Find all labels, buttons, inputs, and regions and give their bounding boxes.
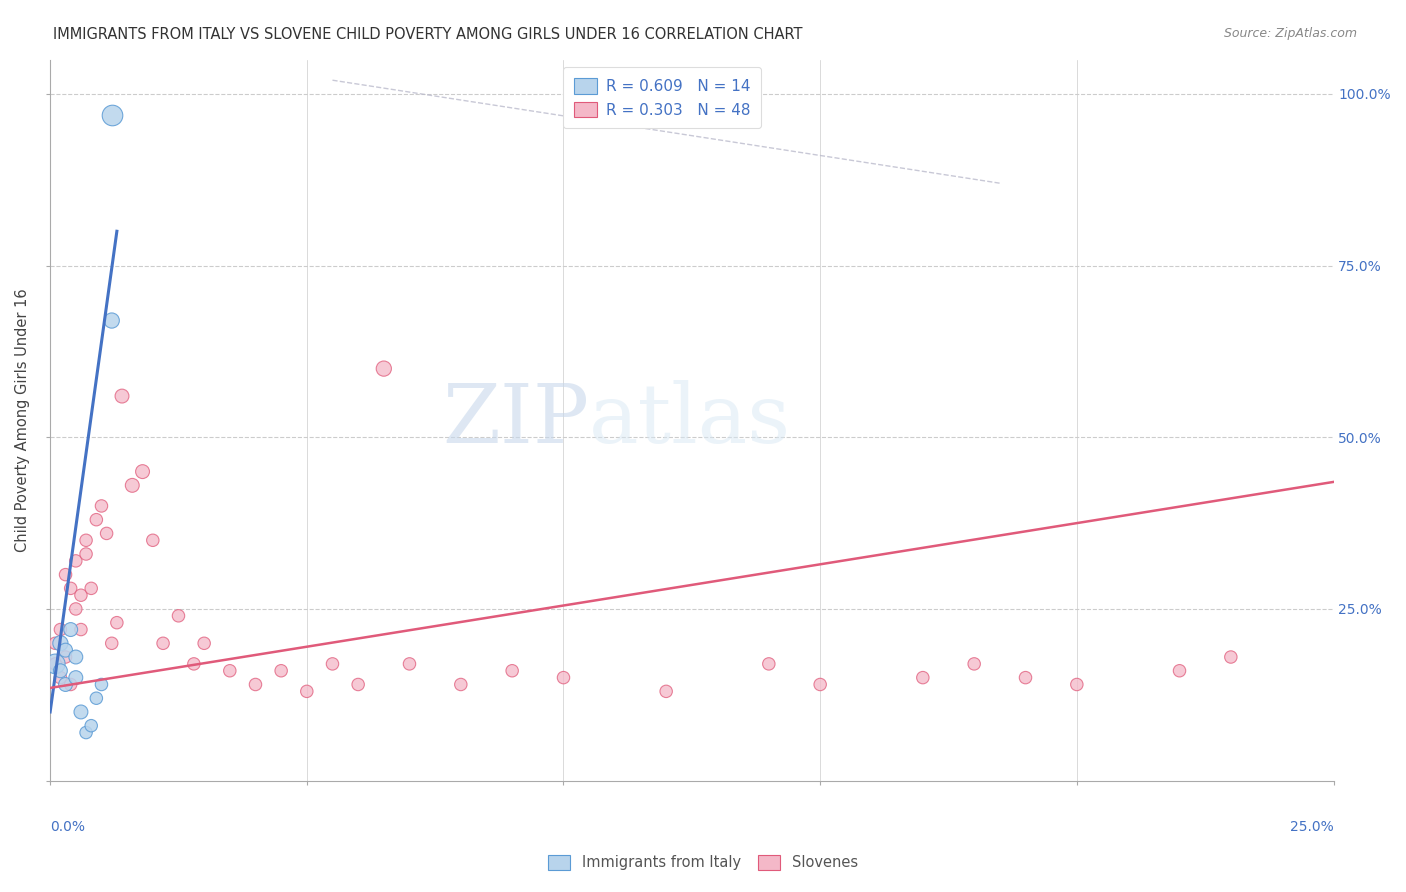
Point xyxy=(59,677,82,691)
Text: Source: ZipAtlas.com: Source: ZipAtlas.com xyxy=(1223,27,1357,40)
Point xyxy=(398,657,420,671)
Point xyxy=(65,554,87,568)
Point xyxy=(90,677,112,691)
Y-axis label: Child Poverty Among Girls Under 16: Child Poverty Among Girls Under 16 xyxy=(15,288,30,552)
Point xyxy=(245,677,267,691)
Point xyxy=(65,671,87,685)
Point xyxy=(1014,671,1036,685)
Point xyxy=(44,657,66,671)
Point xyxy=(49,636,72,650)
Point xyxy=(655,684,678,698)
Point xyxy=(44,636,66,650)
Point xyxy=(96,526,118,541)
Point xyxy=(100,107,122,121)
Point xyxy=(450,677,472,691)
Point xyxy=(321,657,343,671)
Point xyxy=(80,719,103,733)
Point xyxy=(44,657,66,671)
Point xyxy=(111,389,134,403)
Point xyxy=(75,547,97,561)
Point xyxy=(758,657,780,671)
Point xyxy=(75,725,97,739)
Point xyxy=(100,636,122,650)
Point xyxy=(90,499,112,513)
Text: atlas: atlas xyxy=(589,380,792,460)
Legend: R = 0.609   N = 14, R = 0.303   N = 48: R = 0.609 N = 14, R = 0.303 N = 48 xyxy=(564,67,761,128)
Text: 0.0%: 0.0% xyxy=(51,821,86,834)
Point xyxy=(100,313,122,327)
Point xyxy=(270,664,292,678)
Point xyxy=(553,671,575,685)
Point xyxy=(142,533,165,548)
Point xyxy=(59,582,82,596)
Text: 25.0%: 25.0% xyxy=(1289,821,1333,834)
Point xyxy=(86,513,108,527)
Point xyxy=(183,657,205,671)
Point xyxy=(105,615,128,630)
Point xyxy=(55,677,77,691)
Point xyxy=(86,691,108,706)
Point xyxy=(55,643,77,657)
Point xyxy=(49,623,72,637)
Point xyxy=(70,588,93,602)
Point xyxy=(70,623,93,637)
Text: ZIP: ZIP xyxy=(441,380,589,460)
Point xyxy=(59,623,82,637)
Point xyxy=(295,684,318,698)
Point xyxy=(49,671,72,685)
Point xyxy=(218,664,240,678)
Point xyxy=(1168,664,1191,678)
Point xyxy=(49,664,72,678)
Point xyxy=(373,361,395,376)
Point xyxy=(501,664,523,678)
Point xyxy=(55,650,77,665)
Point xyxy=(1219,650,1241,665)
Point xyxy=(808,677,831,691)
Point xyxy=(1066,677,1088,691)
Point xyxy=(131,465,153,479)
Point xyxy=(55,567,77,582)
Point xyxy=(75,533,97,548)
Legend: Immigrants from Italy, Slovenes: Immigrants from Italy, Slovenes xyxy=(543,848,863,876)
Point xyxy=(167,608,190,623)
Point xyxy=(80,582,103,596)
Point xyxy=(347,677,370,691)
Point xyxy=(911,671,934,685)
Point xyxy=(70,705,93,719)
Point xyxy=(65,602,87,616)
Point xyxy=(121,478,143,492)
Point xyxy=(152,636,174,650)
Point xyxy=(193,636,215,650)
Point xyxy=(65,650,87,665)
Point xyxy=(963,657,986,671)
Text: IMMIGRANTS FROM ITALY VS SLOVENE CHILD POVERTY AMONG GIRLS UNDER 16 CORRELATION : IMMIGRANTS FROM ITALY VS SLOVENE CHILD P… xyxy=(53,27,803,42)
